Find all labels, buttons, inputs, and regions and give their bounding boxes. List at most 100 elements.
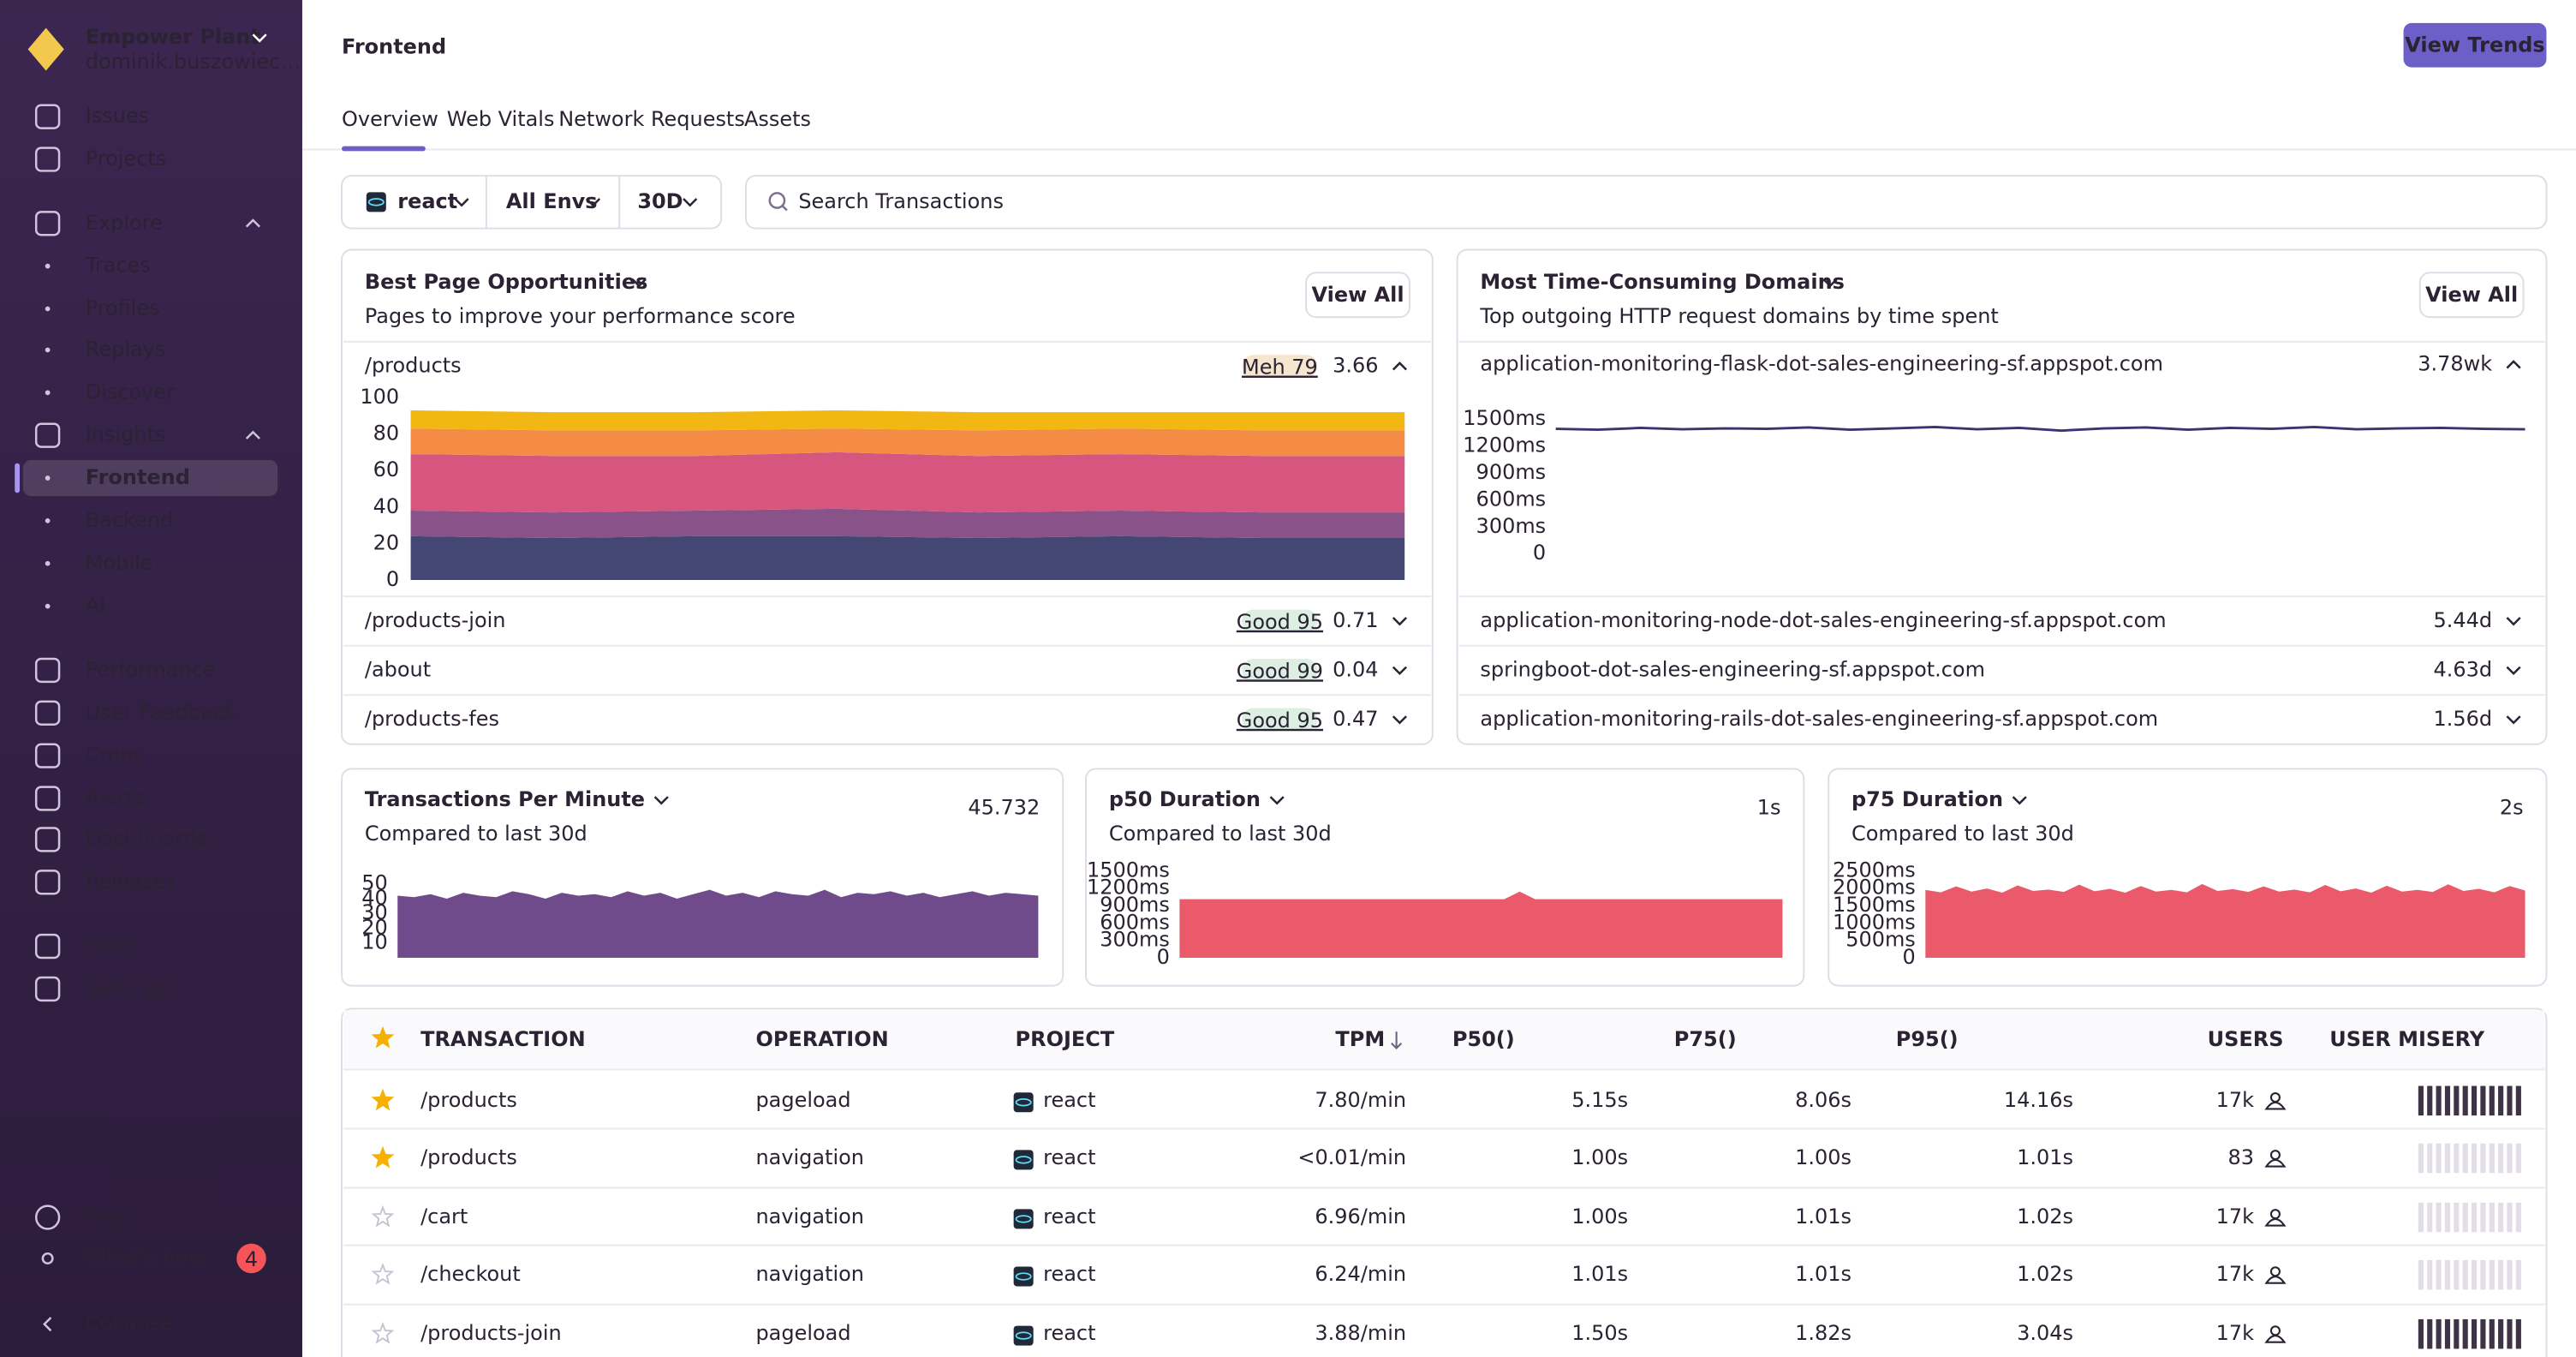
column-header[interactable]: P50()	[1452, 1027, 1515, 1051]
filter-period[interactable]: 30D	[637, 189, 683, 213]
cell[interactable]: /cart	[420, 1205, 468, 1228]
search-placeholder[interactable]: Search Transactions	[798, 189, 1004, 213]
column-header[interactable]: TRANSACTION	[420, 1027, 586, 1051]
domain-link[interactable]: application-monitoring-rails-dot-sales-e…	[1480, 707, 2158, 731]
cell: 3.88/min	[1315, 1321, 1406, 1345]
cell[interactable]: react	[1043, 1145, 1095, 1169]
misery-bar	[2444, 1318, 2451, 1349]
page-link[interactable]: /about	[365, 657, 431, 681]
tab[interactable]: Assets	[744, 107, 811, 131]
misery-bar	[2418, 1085, 2424, 1116]
nav-item[interactable]: What's new	[86, 1246, 205, 1270]
nav-item[interactable]: Stats	[86, 934, 138, 958]
cell[interactable]: /products	[420, 1145, 517, 1169]
nav-item[interactable]: Settings	[86, 976, 170, 1000]
nav-subitem[interactable]: Frontend	[86, 465, 190, 489]
star[interactable]	[371, 1025, 395, 1049]
button-label[interactable]: View All	[2425, 283, 2518, 307]
misery-bar	[2436, 1202, 2442, 1233]
y-tick-label: 0	[1157, 945, 1170, 969]
nav-item[interactable]: Performance	[86, 657, 216, 681]
nav-item[interactable]: Issues	[86, 104, 149, 128]
column-header[interactable]: TPM	[1335, 1027, 1385, 1051]
nav-section[interactable]: Insights	[86, 422, 166, 446]
misery-bar	[2489, 1259, 2495, 1290]
misery-bar	[2498, 1202, 2504, 1233]
star[interactable]	[371, 1262, 395, 1285]
nav-item[interactable]: Dashboards	[86, 827, 208, 851]
misery-bar	[2462, 1259, 2468, 1290]
button-label[interactable]: View Trends	[2405, 33, 2544, 57]
cell[interactable]: react	[1043, 1262, 1095, 1286]
panel-title: Best Page Opportunities	[365, 270, 647, 294]
cell[interactable]: /products	[420, 1088, 517, 1112]
tab[interactable]: Overview	[342, 107, 438, 131]
star[interactable]	[371, 1145, 395, 1169]
widget-subtitle: Compared to last 30d	[365, 822, 587, 846]
area	[397, 889, 1039, 959]
cell: 17k	[2216, 1205, 2255, 1228]
cell[interactable]: react	[1043, 1088, 1095, 1112]
score-badge-label: Meh 79	[1242, 356, 1318, 380]
star[interactable]	[371, 1205, 395, 1228]
filter-project[interactable]: react	[397, 189, 457, 213]
column-header[interactable]: USER MISERY	[2329, 1027, 2484, 1051]
page-link[interactable]: /products-join	[365, 608, 506, 632]
nav-item[interactable]: Alerts	[86, 786, 146, 810]
chevron	[2506, 666, 2521, 676]
page-link[interactable]: /products	[365, 354, 462, 378]
nav-item[interactable]: Projects	[86, 146, 167, 170]
nav-subitem[interactable]: Traces	[85, 254, 151, 278]
column-header[interactable]: USERS	[2208, 1027, 2284, 1051]
button[interactable]	[2403, 22, 2547, 68]
domain-link[interactable]: application-monitoring-node-dot-sales-en…	[1480, 608, 2166, 632]
filter-env[interactable]: All Envs	[506, 189, 598, 213]
nav-section[interactable]: Explore	[86, 211, 163, 235]
tab[interactable]: Web Vitals	[447, 107, 555, 131]
misery-bar	[2418, 1202, 2424, 1233]
nav-item[interactable]: User Feedback	[86, 700, 237, 724]
nav-subitem[interactable]: Backend	[86, 508, 174, 532]
misery-bar	[2462, 1143, 2468, 1174]
area	[410, 409, 1405, 431]
badge	[236, 1243, 266, 1274]
misery-bar	[2498, 1259, 2504, 1290]
sidebar	[0, 0, 302, 1357]
misery-bar	[2498, 1318, 2504, 1349]
table	[341, 1007, 2548, 1357]
cell: <0.01/min	[1297, 1145, 1406, 1169]
column-header[interactable]: P75()	[1674, 1027, 1737, 1051]
cell[interactable]: /checkout	[420, 1262, 521, 1286]
column-header[interactable]: P95()	[1896, 1027, 1959, 1051]
org-name[interactable]: Empower Plant	[86, 25, 260, 49]
page-link[interactable]: /products-fes	[365, 707, 499, 731]
cell[interactable]: react	[1043, 1321, 1095, 1345]
nav-subitem[interactable]: Profiles	[86, 296, 160, 320]
nav-subitem[interactable]: AI	[86, 594, 105, 618]
widget-subtitle: Compared to last 30d	[1852, 822, 2074, 846]
nav-item[interactable]: Help	[86, 1205, 133, 1228]
cell[interactable]: react	[1043, 1205, 1095, 1228]
column-header[interactable]: PROJECT	[1016, 1027, 1115, 1051]
nav-item[interactable]: Releases	[86, 870, 176, 894]
nav-item[interactable]: Collapse	[86, 1312, 173, 1336]
tab[interactable]: Network Requests	[558, 107, 745, 131]
domain-link[interactable]: application-monitoring-flask-dot-sales-e…	[1480, 352, 2163, 376]
star[interactable]	[371, 1088, 395, 1111]
nav-item[interactable]: Crons	[86, 743, 144, 767]
score-badge-label: Good 95	[1237, 708, 1323, 732]
cell: 1.00s	[1795, 1145, 1852, 1169]
domain-link[interactable]: springboot-dot-sales-engineering-sf.apps…	[1480, 657, 1985, 681]
y-tick-label: 300ms	[1100, 928, 1170, 952]
button-label[interactable]: View All	[1311, 283, 1404, 307]
nav-subitem[interactable]: Replays	[86, 337, 166, 361]
line	[1555, 426, 2525, 433]
nav-subitem[interactable]: Mobile	[86, 551, 153, 575]
misery-bar	[2454, 1143, 2460, 1174]
misery-bar	[2471, 1143, 2478, 1174]
column-header[interactable]: OPERATION	[755, 1027, 888, 1051]
nav-subitem[interactable]: Discover	[86, 380, 175, 404]
misery-bar	[2489, 1143, 2495, 1174]
star[interactable]	[371, 1321, 395, 1344]
cell[interactable]: /products-join	[420, 1321, 562, 1345]
